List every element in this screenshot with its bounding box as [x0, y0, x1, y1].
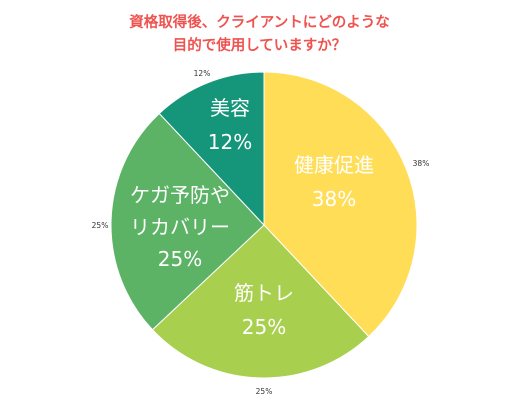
slice-label-3: ケガ予防や [130, 183, 230, 207]
chart-title-line-1: 資格取得後、クライアントにどのような [129, 15, 390, 31]
outer-value-2: 25% [256, 387, 273, 396]
outer-value-4: 12% [194, 69, 211, 78]
slice-label-3: リカバリー [130, 215, 230, 239]
outer-value-1: 38% [413, 159, 430, 168]
slice-value-3: 25% [158, 247, 202, 271]
slice-value-4: 12% [208, 130, 252, 154]
pie-slice-3 [110, 112, 265, 331]
slice-value-2: 25% [242, 315, 286, 339]
slice-label-2: 筋トレ [234, 281, 294, 305]
chart-title-line-2: 目的で使用していますか？ [172, 38, 347, 54]
pie-slice-2 [151, 224, 370, 379]
slice-label-1: 健康促進 [294, 153, 374, 177]
slice-label-4: 美容 [210, 96, 250, 120]
slice-value-1: 38% [312, 187, 356, 211]
outer-value-3: 25% [92, 221, 109, 230]
chart-title: 資格取得後、クライアントにどのような 目的で使用していますか？ [0, 12, 519, 58]
pie-slice-4 [158, 71, 265, 227]
pie-slice-1 [263, 71, 418, 338]
pie-slices [110, 71, 418, 379]
pie-outer-labels: 38% 25% 25% 12% [92, 69, 430, 396]
